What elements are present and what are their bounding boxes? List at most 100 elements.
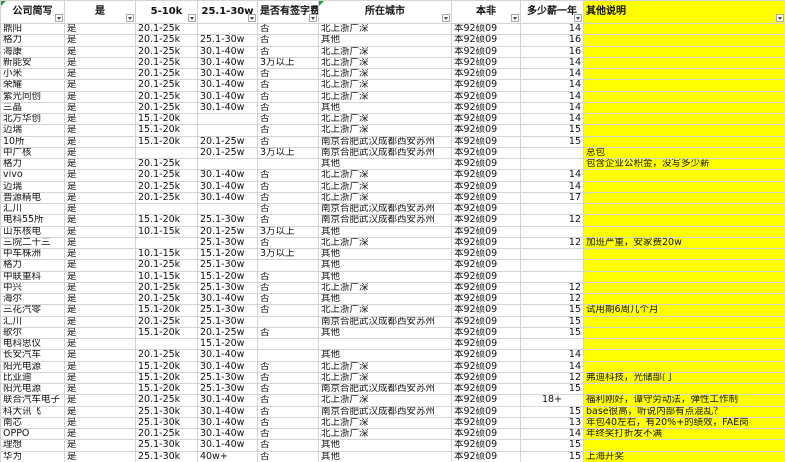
cell[interactable]: 20.1-25w [197,326,258,340]
cell[interactable]: 本92硕09 [451,281,521,295]
cell[interactable]: 其他 [318,439,452,452]
cell[interactable]: 南京合肥武汉成都西安苏州 [318,146,452,160]
cell[interactable]: 15.1-20k [135,112,198,126]
cell[interactable]: 3万以上 [257,146,319,160]
filter-button[interactable] [126,14,134,22]
cell[interactable]: 其他 [318,247,452,261]
cell[interactable]: 15.1-20k [135,214,198,227]
cell[interactable]: 14 [520,180,584,193]
cell[interactable]: 30.1-40w [197,45,258,58]
cell[interactable]: 本92硕09 [451,112,521,126]
cell[interactable]: 联合汽车电子 [0,394,65,407]
cell[interactable]: 25.1-30w [197,259,258,272]
cell[interactable] [583,45,785,58]
cell[interactable]: 北上浙广深 [318,79,452,92]
cell[interactable]: 电科55所 [0,214,65,227]
cell[interactable]: 其他 [318,292,452,306]
cell[interactable]: 30.1-40w [197,394,258,407]
cell[interactable]: 30.1-40w [197,101,258,115]
cell[interactable] [520,225,584,238]
cell[interactable]: 是 [64,259,136,272]
cell[interactable]: 20.1-25k [135,427,198,441]
cell[interactable]: 本92硕09 [451,22,521,36]
cell[interactable]: 否 [257,405,319,418]
cell[interactable]: 30.1-40w [197,67,258,81]
cell[interactable]: 本92硕09 [451,79,521,92]
cell[interactable]: 20.1-25k [135,292,198,306]
cell[interactable]: 15.1-20w [197,247,258,261]
cell[interactable]: 是 [64,292,136,306]
cell[interactable]: 三院二十三 [0,236,65,250]
cell[interactable]: 是 [64,146,136,160]
cell[interactable]: 20.1-25w [197,135,258,148]
cell[interactable] [583,56,785,70]
cell[interactable]: 是 [64,90,136,103]
cell[interactable]: 其他 [318,101,452,115]
cell[interactable]: 本92硕09 [451,349,521,362]
cell[interactable]: 是 [64,225,136,238]
cell[interactable]: 是 [64,394,136,407]
cell[interactable]: 北上浙广深 [318,360,452,373]
cell[interactable]: 是 [64,236,136,250]
cell[interactable]: 25.1-30w [197,382,258,396]
cell[interactable] [583,281,785,295]
cell[interactable]: 20.1-25k [135,349,198,362]
cell[interactable]: 海康 [0,45,65,58]
cell[interactable] [520,259,584,272]
cell[interactable] [583,112,785,126]
cell[interactable]: 14 [520,360,584,373]
cell[interactable]: 10所 [0,135,65,148]
cell[interactable]: 山东核电 [0,225,65,238]
cell[interactable]: 20.1-25k [135,315,198,328]
cell[interactable]: 是 [64,427,136,441]
cell[interactable]: 加班严重，安家费20w [583,236,785,250]
cell[interactable]: 汇川 [0,315,65,328]
cell[interactable]: 是 [64,337,136,351]
cell[interactable]: 15.1-20w [197,337,258,351]
cell[interactable]: 迈瑞 [0,180,65,193]
cell[interactable]: 25.1-30w [197,281,258,295]
cell[interactable] [257,349,319,362]
cell[interactable]: 否 [257,169,319,182]
cell[interactable]: 15 [520,450,584,462]
cell[interactable]: 25.1-30w [197,371,258,385]
cell[interactable]: 15.1-20k [135,304,198,317]
cell[interactable]: 北上浙广深 [318,22,452,36]
cell[interactable] [583,135,785,148]
cell[interactable]: 20.1-25w [197,146,258,160]
cell[interactable] [583,22,785,36]
cell[interactable] [197,112,258,126]
cell[interactable] [135,202,198,216]
cell[interactable]: 北上浙广深 [318,281,452,295]
cell[interactable] [583,259,785,272]
cell[interactable]: 是 [64,101,136,115]
cell[interactable]: 南京合肥武汉成都西安苏州 [318,202,452,216]
cell[interactable]: 25.1-30w [197,34,258,47]
cell[interactable]: 30.1-40w [197,292,258,306]
cell[interactable]: 本92硕09 [451,405,521,418]
cell[interactable]: 本92硕09 [451,214,521,227]
cell[interactable]: 本92硕09 [451,67,521,81]
cell[interactable]: 15.1-20k [135,124,198,137]
cell[interactable] [583,315,785,328]
cell[interactable]: 是 [64,191,136,205]
cell[interactable]: 否 [257,382,319,396]
cell[interactable]: 南京合肥武汉成都西安苏州 [318,135,452,148]
cell[interactable]: 北上浙广深 [318,124,452,137]
cell[interactable]: 是 [64,169,136,182]
cell[interactable]: 是 [64,157,136,171]
cell[interactable]: 12 [520,214,584,227]
cell[interactable] [583,79,785,92]
cell[interactable]: 15.1-20k [135,326,198,340]
cell[interactable] [257,315,319,328]
cell[interactable]: 北上浙广深 [318,56,452,70]
cell[interactable]: 否 [257,79,319,92]
cell[interactable]: 否 [257,394,319,407]
cell[interactable]: 14 [520,112,584,126]
cell[interactable]: 鼎阳 [0,22,65,36]
cell[interactable] [135,236,198,250]
cell[interactable]: 18+ [520,394,584,407]
cell[interactable]: 否 [257,416,319,430]
cell[interactable] [583,247,785,261]
cell[interactable]: 20.1-25k [135,45,198,58]
